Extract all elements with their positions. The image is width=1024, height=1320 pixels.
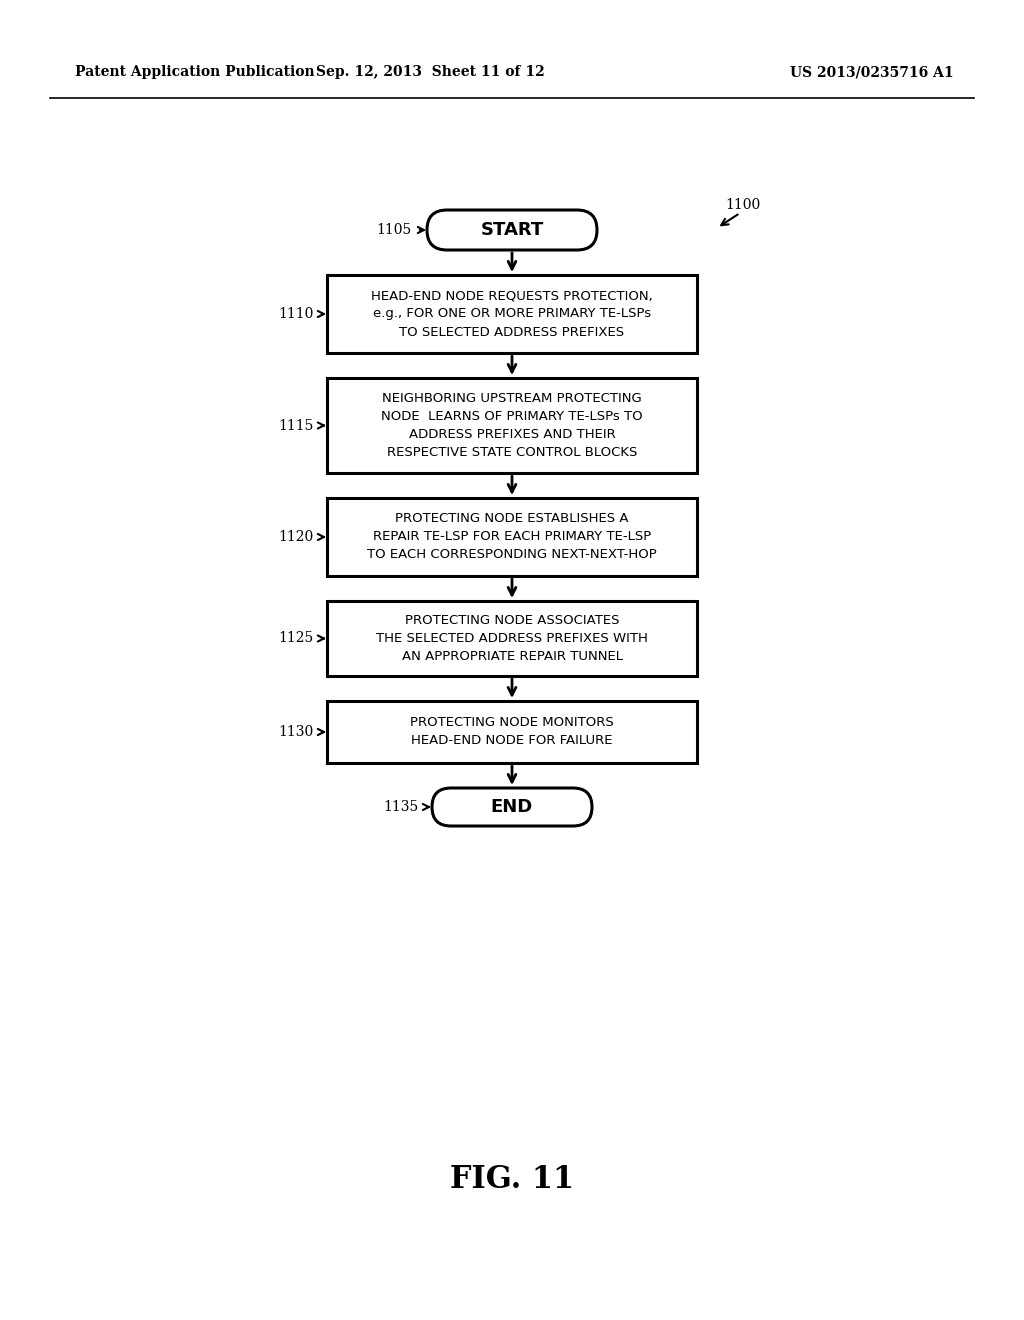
Text: REPAIR TE-LSP FOR EACH PRIMARY TE-LSP: REPAIR TE-LSP FOR EACH PRIMARY TE-LSP <box>373 531 651 544</box>
Bar <box>327 275 697 352</box>
Text: TO EACH CORRESPONDING NEXT-NEXT-HOP: TO EACH CORRESPONDING NEXT-NEXT-HOP <box>368 549 656 561</box>
Text: 1120: 1120 <box>279 531 314 544</box>
Bar <box>327 701 697 763</box>
Text: 1125: 1125 <box>279 631 314 645</box>
Text: 1110: 1110 <box>279 308 314 321</box>
Text: START: START <box>480 220 544 239</box>
Text: Patent Application Publication: Patent Application Publication <box>75 65 314 79</box>
Bar <box>327 378 697 473</box>
Text: 1100: 1100 <box>725 198 760 213</box>
Text: THE SELECTED ADDRESS PREFIXES WITH: THE SELECTED ADDRESS PREFIXES WITH <box>376 632 648 645</box>
Text: PROTECTING NODE ESTABLISHES A: PROTECTING NODE ESTABLISHES A <box>395 512 629 525</box>
Text: 1130: 1130 <box>279 725 314 739</box>
Bar <box>327 498 697 576</box>
Text: FIG. 11: FIG. 11 <box>450 1164 574 1196</box>
Text: NODE  LEARNS OF PRIMARY TE-LSPs TO: NODE LEARNS OF PRIMARY TE-LSPs TO <box>381 411 643 422</box>
Text: NEIGHBORING UPSTREAM PROTECTING: NEIGHBORING UPSTREAM PROTECTING <box>382 392 642 405</box>
Text: END: END <box>490 799 534 816</box>
Text: US 2013/0235716 A1: US 2013/0235716 A1 <box>790 65 953 79</box>
FancyBboxPatch shape <box>432 788 592 826</box>
Text: AN APPROPRIATE REPAIR TUNNEL: AN APPROPRIATE REPAIR TUNNEL <box>401 649 623 663</box>
Text: 1115: 1115 <box>279 418 314 433</box>
Text: HEAD-END NODE FOR FAILURE: HEAD-END NODE FOR FAILURE <box>412 734 612 747</box>
Text: 1135: 1135 <box>384 800 419 814</box>
Text: HEAD-END NODE REQUESTS PROTECTION,: HEAD-END NODE REQUESTS PROTECTION, <box>371 289 653 302</box>
Text: RESPECTIVE STATE CONTROL BLOCKS: RESPECTIVE STATE CONTROL BLOCKS <box>387 446 637 459</box>
Text: PROTECTING NODE MONITORS: PROTECTING NODE MONITORS <box>411 717 613 730</box>
Text: PROTECTING NODE ASSOCIATES: PROTECTING NODE ASSOCIATES <box>404 614 620 627</box>
Text: 1105: 1105 <box>377 223 412 238</box>
Text: TO SELECTED ADDRESS PREFIXES: TO SELECTED ADDRESS PREFIXES <box>399 326 625 338</box>
Text: Sep. 12, 2013  Sheet 11 of 12: Sep. 12, 2013 Sheet 11 of 12 <box>315 65 545 79</box>
Text: e.g., FOR ONE OR MORE PRIMARY TE-LSPs: e.g., FOR ONE OR MORE PRIMARY TE-LSPs <box>373 308 651 321</box>
FancyBboxPatch shape <box>427 210 597 249</box>
Text: ADDRESS PREFIXES AND THEIR: ADDRESS PREFIXES AND THEIR <box>409 428 615 441</box>
Bar <box>327 601 697 676</box>
